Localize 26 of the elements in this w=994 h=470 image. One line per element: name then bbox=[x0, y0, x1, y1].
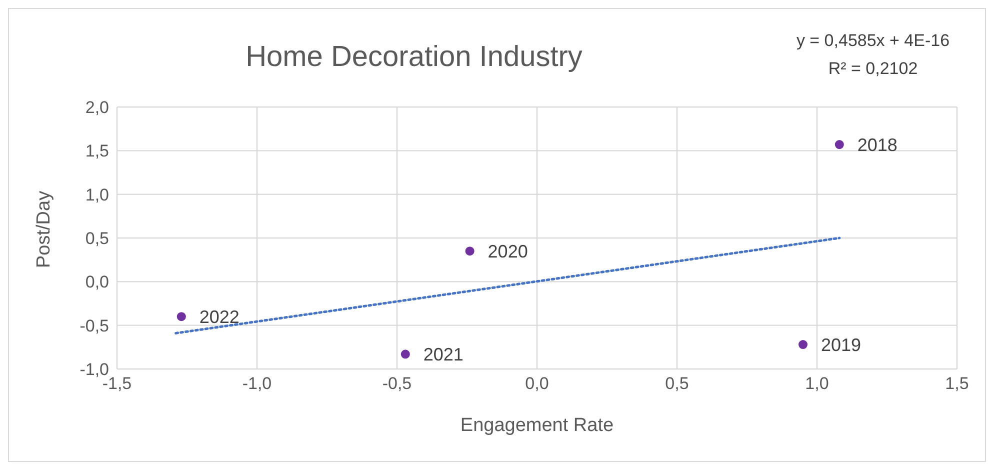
annotation: 2022 bbox=[199, 306, 240, 327]
y-tick-label: 1,0 bbox=[85, 185, 109, 204]
x-tick-label: -0,5 bbox=[382, 374, 412, 394]
x-tick-label: 0,0 bbox=[525, 374, 549, 394]
y-tick-label: 2,0 bbox=[85, 98, 109, 118]
x-tick-label: 1,5 bbox=[945, 374, 969, 394]
point bbox=[465, 246, 474, 256]
point bbox=[176, 312, 186, 322]
y-tick-label: -0,5 bbox=[80, 316, 109, 336]
point bbox=[798, 340, 808, 350]
point bbox=[400, 350, 410, 359]
chart-title: Home Decoration Industry bbox=[246, 41, 582, 73]
annotation: 2019 bbox=[821, 334, 862, 355]
y-tick-label: 0,0 bbox=[85, 272, 109, 292]
text: y = 0,4585x + 4E-16 R² = 0,2102 bbox=[795, 30, 951, 80]
x-tick-label: 0,5 bbox=[665, 374, 689, 394]
annotation: 2018 bbox=[857, 134, 898, 155]
annotation: 2021 bbox=[423, 344, 464, 365]
point bbox=[834, 140, 844, 150]
y-axis-title: Post/Day bbox=[34, 190, 55, 268]
x-axis-title: Engagement Rate bbox=[460, 415, 614, 436]
y-tick-label: 0,5 bbox=[85, 229, 109, 248]
x-tick-label: 1,0 bbox=[805, 374, 829, 394]
y-tick-label: 1,5 bbox=[85, 142, 109, 161]
x-tick-label: -1,0 bbox=[242, 374, 272, 394]
annotation: 2020 bbox=[488, 241, 528, 262]
